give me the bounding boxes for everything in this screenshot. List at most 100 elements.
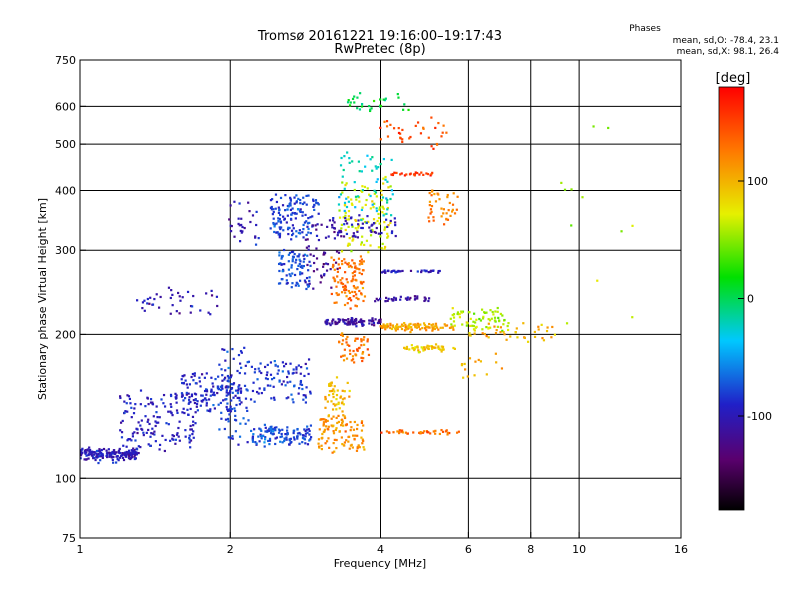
data-point <box>473 374 476 377</box>
data-point <box>153 297 156 301</box>
data-point <box>360 292 363 295</box>
data-point <box>101 453 104 456</box>
data-point <box>298 431 301 435</box>
data-point <box>353 361 356 364</box>
data-point <box>275 222 278 225</box>
data-point <box>399 298 402 301</box>
data-point <box>354 323 357 326</box>
data-point <box>371 203 374 206</box>
data-point <box>516 336 519 339</box>
data-point <box>136 448 139 451</box>
data-point <box>360 272 364 276</box>
data-point <box>402 108 405 111</box>
data-point <box>356 349 359 352</box>
data-point <box>123 411 126 414</box>
data-point <box>341 339 345 342</box>
data-point <box>440 215 443 218</box>
data-point <box>581 196 584 199</box>
data-point <box>282 248 286 252</box>
data-point <box>404 323 407 327</box>
data-point <box>132 412 136 415</box>
data-point <box>298 229 301 232</box>
data-point <box>269 206 273 210</box>
data-point <box>355 348 359 351</box>
data-point <box>299 198 302 202</box>
data-point <box>431 328 434 331</box>
data-point <box>176 411 179 415</box>
data-point <box>343 348 346 351</box>
data-point <box>353 101 356 104</box>
data-point <box>326 400 329 403</box>
data-point <box>190 375 193 379</box>
data-point <box>343 287 347 290</box>
data-point <box>347 289 350 293</box>
data-point <box>371 318 374 321</box>
data-point <box>400 172 403 175</box>
data-point <box>360 282 363 285</box>
data-point <box>271 198 274 201</box>
data-point <box>223 348 226 351</box>
data-point <box>263 387 266 390</box>
data-point <box>453 212 457 215</box>
data-point <box>377 216 381 220</box>
data-point <box>187 402 190 405</box>
data-point <box>227 417 230 421</box>
data-point <box>325 262 328 265</box>
data-point <box>369 207 372 210</box>
data-point <box>313 261 316 265</box>
data-point <box>428 322 431 326</box>
data-point <box>227 420 230 423</box>
data-point <box>391 299 394 302</box>
data-point <box>281 254 284 258</box>
data-point <box>97 449 100 453</box>
data-point <box>330 381 333 384</box>
data-point <box>287 372 290 375</box>
data-point <box>265 373 268 377</box>
data-point <box>377 212 380 216</box>
data-point <box>181 393 184 396</box>
data-point <box>456 311 460 314</box>
data-point <box>110 453 113 456</box>
data-point <box>338 209 341 212</box>
data-point <box>246 409 249 412</box>
data-point <box>420 346 423 349</box>
data-point <box>401 140 404 143</box>
data-point <box>269 199 273 202</box>
data-point <box>188 438 191 441</box>
data-point <box>286 214 289 217</box>
data-point <box>390 189 393 192</box>
data-point <box>448 431 451 435</box>
data-point <box>210 388 213 391</box>
data-point <box>101 454 104 457</box>
data-point <box>292 436 296 439</box>
data-point <box>189 446 192 449</box>
data-point <box>335 376 339 379</box>
data-point <box>111 450 114 454</box>
data-point <box>264 436 267 439</box>
data-point <box>344 214 347 217</box>
data-point <box>299 273 302 276</box>
data-point <box>360 218 363 222</box>
data-point <box>303 279 307 282</box>
data-point <box>186 290 190 294</box>
data-point <box>340 227 343 230</box>
data-point <box>159 295 162 299</box>
data-point <box>396 323 399 326</box>
data-point <box>216 304 219 308</box>
data-point <box>241 225 244 229</box>
data-point <box>287 226 290 229</box>
data-point <box>387 186 390 189</box>
data-point <box>306 443 310 446</box>
data-point <box>130 456 133 460</box>
data-point <box>455 208 458 211</box>
data-point <box>346 281 349 284</box>
data-point <box>361 322 364 325</box>
data-point <box>377 299 380 302</box>
data-point <box>230 387 233 391</box>
data-point <box>397 430 401 434</box>
data-point <box>189 400 192 404</box>
data-point <box>338 430 341 433</box>
data-point <box>386 323 389 326</box>
data-point <box>379 320 382 324</box>
data-point <box>219 388 223 392</box>
